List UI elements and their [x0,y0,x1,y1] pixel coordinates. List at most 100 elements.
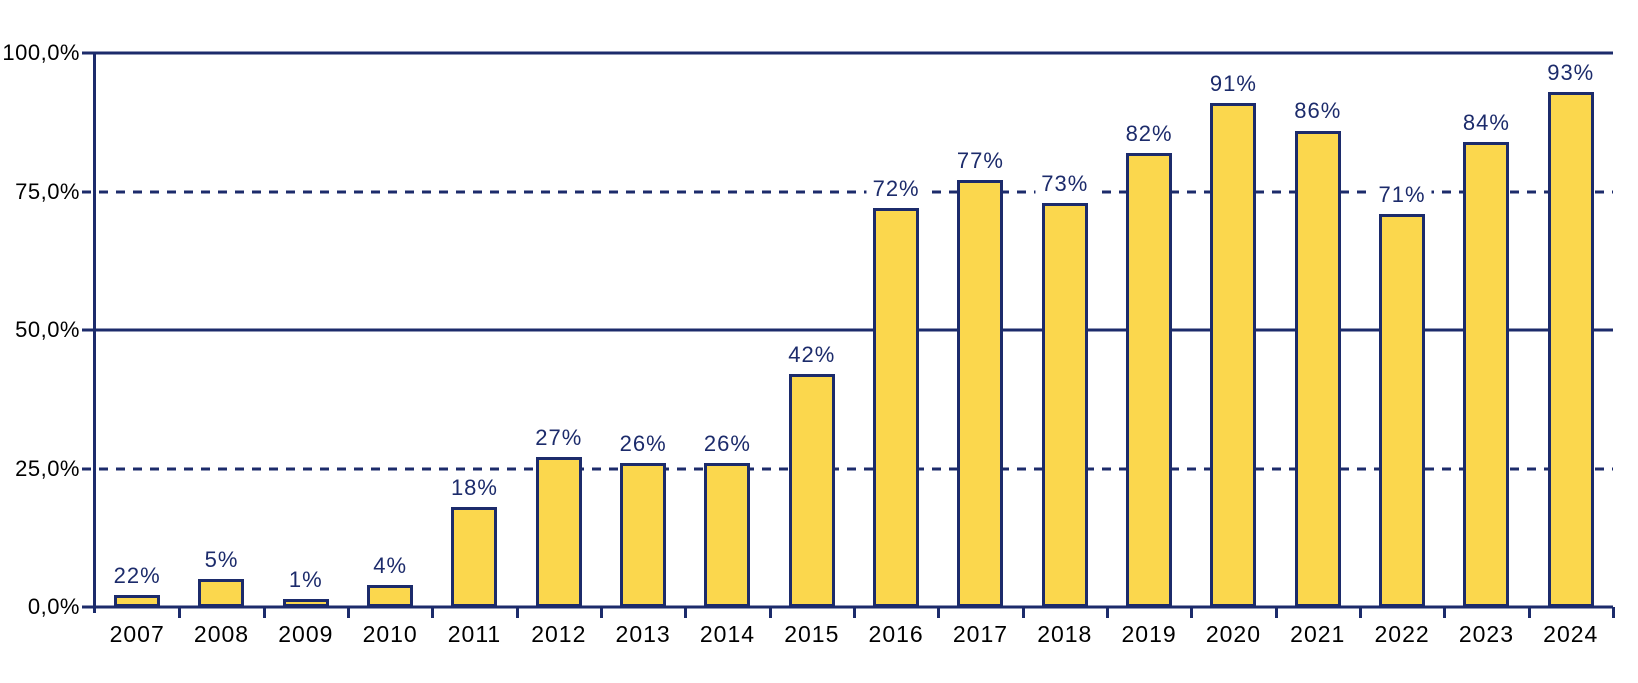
category-cell-2022: 71% 2022 [1360,53,1447,647]
x-tick-label-2022: 2022 [1374,621,1430,647]
bar-series: 22% 2007 5% 2008 1% 2009 4% 2010 18% 2011 27% 2012 2… [95,53,1615,647]
bar-2018 [1041,202,1088,607]
bar-2014 [704,462,751,607]
category-cell-2018: 73% 2018 [1023,53,1109,647]
x-axis-tick [1443,607,1447,618]
x-axis-tick [262,607,266,618]
x-axis-tick [937,607,941,618]
x-axis-tick [599,607,603,618]
bar-2021 [1294,130,1341,607]
x-tick-label-2023: 2023 [1458,621,1514,647]
gridline-0 [82,605,1613,609]
gridline-75 [82,190,1613,193]
bar-2023 [1463,141,1510,607]
x-tick-label-2018: 2018 [1037,621,1093,647]
x-tick-label-2016: 2016 [868,621,924,647]
x-tick-label-2015: 2015 [784,621,840,647]
x-axis-tick [1358,607,1362,618]
bar-2024 [1547,91,1594,607]
x-axis-tick [852,607,856,618]
bar-2010 [367,584,414,607]
category-cell-2013: 26% 2013 [601,53,688,647]
value-label-2018: 73% [1035,171,1095,195]
y-axis-labels: 100,0% 75,0% 50,0% 25,0% 0,0% [0,40,80,619]
x-axis-tick [1274,607,1278,618]
category-cell-2021: 86% 2021 [1276,53,1362,647]
bar-2007 [114,594,161,607]
category-cell-2007: 22% 2007 [95,53,182,647]
value-label-2013: 26% [613,432,673,455]
gridline-100 [82,51,1613,55]
x-tick-label-2010: 2010 [362,621,418,647]
x-axis-tick [178,607,182,618]
y-tick-label: 100,0% [2,40,80,65]
value-label-2020: 91% [1203,72,1263,95]
y-tick-label: 25,0% [15,455,80,481]
value-label-2011: 18% [444,476,504,499]
x-tick-label-2011: 2011 [447,621,502,647]
x-tick-label-2019: 2019 [1121,621,1177,647]
bar-2008 [198,579,245,607]
category-cell-2014: 26% 2014 [685,53,772,647]
x-axis-tick [431,607,435,618]
value-label-2024: 93% [1541,61,1601,84]
value-label-2014: 26% [697,432,757,455]
gridline-25 [82,467,1613,470]
value-label-2012: 27% [529,426,589,449]
value-label-2019: 82% [1119,122,1179,145]
x-axis-tick [1105,607,1109,618]
y-tick-label: 50,0% [15,317,80,342]
x-axis-tick [1611,607,1615,618]
category-cell-2020: 91% 2020 [1191,53,1278,647]
category-cell-2023: 84% 2023 [1444,53,1531,647]
plot-area: 22% 2007 5% 2008 1% 2009 4% 2010 18% 2011 27% 2012 2… [82,51,1615,647]
x-axis-tick [768,607,772,618]
x-tick-label-2012: 2012 [531,621,587,647]
value-label-2010: 4% [367,554,414,577]
bar-2022 [1379,213,1426,607]
bar-2016 [873,208,920,607]
x-tick-label-2014: 2014 [699,621,756,647]
x-axis-tick [346,607,350,618]
value-label-2023: 84% [1456,110,1516,134]
bar-2020 [1210,102,1257,607]
bar-2011 [451,507,498,607]
x-axis-tick [684,607,688,618]
category-cell-2010: 4% 2010 [348,53,435,647]
bar-2012 [535,457,582,607]
y-tick-label: 0,0% [27,594,80,619]
x-axis-tick [1021,607,1025,618]
bar-2017 [957,180,1004,607]
x-axis-tick [1527,607,1531,618]
x-axis-tick [515,607,519,618]
x-tick-label-2013: 2013 [615,621,671,647]
category-cell-2011: 18% 2011 [432,53,519,647]
y-axis-line [93,52,96,613]
x-axis-tick [1190,607,1194,618]
category-cell-2016: 72% 2016 [854,53,941,647]
x-tick-label-2007: 2007 [109,621,165,647]
gridline-50 [82,328,1613,332]
bar-2013 [620,462,667,607]
category-cell-2019: 82% 2019 [1107,53,1194,647]
x-tick-label-2008: 2008 [193,621,250,647]
bar-2015 [788,374,835,607]
category-cell-2024: 93% 2024 [1529,53,1615,647]
x-tick-label-2021: 2021 [1290,621,1346,647]
value-label-2022: 71% [1372,182,1432,206]
y-tick-label: 75,0% [15,178,80,204]
value-label-2007: 22% [107,564,167,587]
category-cell-2012: 27% 2012 [517,53,603,647]
x-tick-label-2020: 2020 [1205,621,1262,647]
category-cell-2015: 42% 2015 [770,53,856,647]
value-label-2017: 77% [950,149,1010,172]
x-tick-label-2017: 2017 [952,621,1009,647]
value-label-2016: 72% [866,177,926,200]
x-tick-label-2009: 2009 [278,621,334,647]
category-cell-2017: 77% 2017 [938,53,1025,647]
x-tick-label-2024: 2024 [1543,621,1599,647]
value-label-2009: 1% [282,568,329,591]
value-label-2015: 42% [782,343,842,366]
value-label-2021: 86% [1288,99,1348,123]
